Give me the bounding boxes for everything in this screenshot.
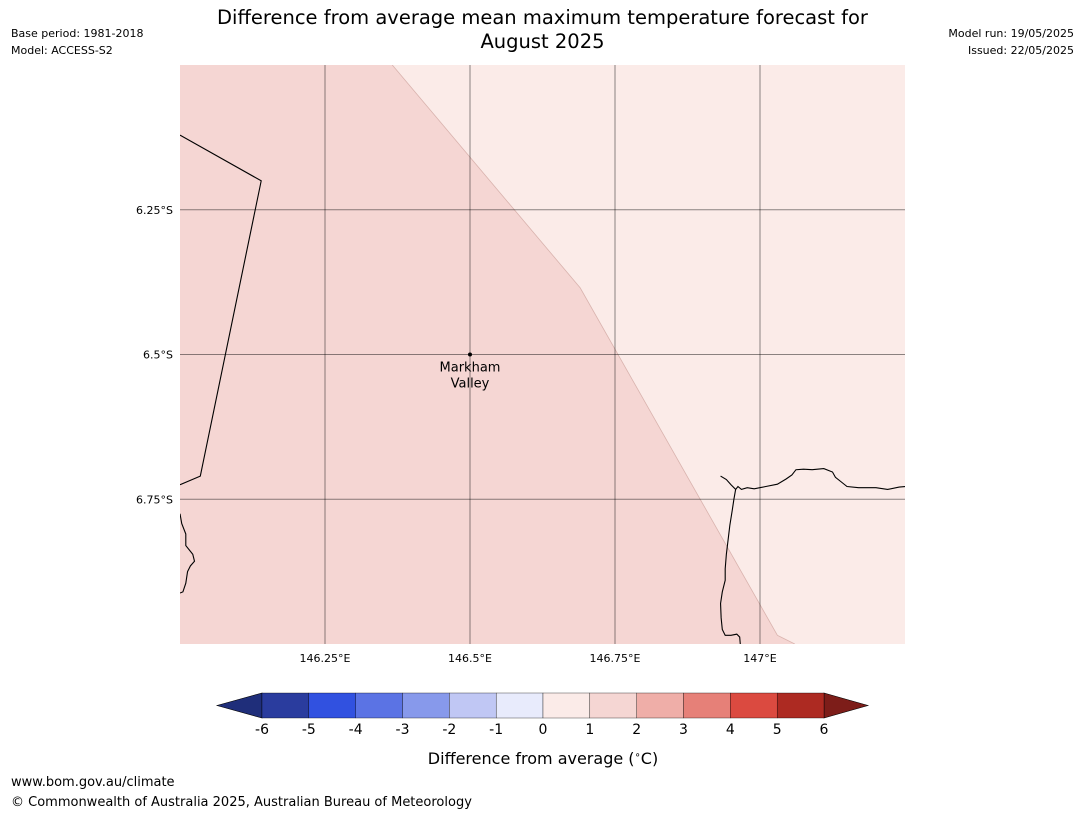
coastlines [180,134,905,644]
colorbar-swatch [261,692,310,719]
colorbar-label-degree: ∘ [635,750,641,761]
colorbar-tick-label: -6 [255,722,269,738]
header-meta-left: Base period: 1981-2018 Model: ACCESS-S2 [11,25,143,59]
colorbar-tick-label: 1 [585,722,594,738]
location-label-line-2: Valley [451,377,490,392]
colorbar-swatch [589,692,637,719]
anomaly-zone-0-to-1 [392,65,905,644]
colorbar-label-text: Difference from average ( [428,749,635,768]
footer-url[interactable]: www.bom.gov.au/climate [11,775,175,790]
axis-tick-labels: 146.25°E 146.5°E 146.75°E 147°E 6.25°S 6.5°S 6… [136,204,777,665]
colorbar-extend-high [823,692,870,719]
colorbar-label-unit: C) [641,749,658,768]
location-label-line-1: Markham [440,361,501,376]
title-line-1: Difference from average mean maximum tem… [217,6,868,29]
colorbar-swatch [730,692,778,719]
coastline [180,513,196,594]
colorbar-swatch [449,692,497,719]
latitude-tick-label: 6.75°S [136,493,173,506]
colorbar-tick-label: -1 [489,722,503,738]
footer-copyright: © Commonwealth of Australia 2025, Austra… [11,795,472,810]
longitude-tick-label: 146.5°E [448,652,492,665]
colorbar-tick-label: -5 [302,722,316,738]
colorbar-tick-label: 2 [632,722,641,738]
coastline [720,489,741,644]
graticule [180,65,905,644]
colorbar-tick-label: -4 [349,722,363,738]
colorbar-tick-label: 6 [820,722,829,738]
colorbar-swatch [542,692,591,719]
header-meta-right: Model run: 19/05/2025 Issued: 22/05/2025 [948,25,1074,59]
longitude-tick-label: 146.75°E [590,652,641,665]
colorbar-label: Difference from average (∘C) [428,749,658,768]
longitude-tick-label: 146.25°E [300,652,351,665]
colorbar-tick-label: 5 [773,722,782,738]
colorbar-swatch [683,692,731,719]
colorbar-tick-label: 3 [679,722,688,738]
colorbar-swatch [402,692,450,719]
title-line-2: August 2025 [480,30,605,53]
map-panel [180,65,905,644]
colorbar-tick-label: -2 [442,722,456,738]
colorbar-swatch [776,692,825,719]
model-name: Model: ACCESS-S2 [11,44,113,57]
latitude-tick-label: 6.5°S [143,349,173,362]
colorbar-tick-label: 0 [539,722,548,738]
model-run: Model run: 19/05/2025 [948,27,1074,40]
colorbar-legend: -6 -5 -4 -3 -2 -1 0 1 2 3 4 5 6 [215,692,870,738]
colorbar-tick-label: -3 [396,722,410,738]
colorbar-swatch [355,692,403,719]
latitude-tick-label: 6.25°S [136,204,173,217]
colorbar-tick-label: 4 [726,722,735,738]
location-marker [468,352,472,357]
longitude-tick-label: 147°E [743,652,776,665]
zone-boundary [391,65,795,644]
colorbar-swatch [308,692,356,719]
base-period: Base period: 1981-2018 [11,27,144,40]
page-title: Difference from average mean maximum tem… [180,6,905,54]
colorbar-extend-low [215,692,263,719]
colorbar-swatch [495,692,544,719]
coastline [720,468,905,491]
coastline [180,134,262,486]
issued-date: Issued: 22/05/2025 [967,44,1074,57]
colorbar-swatch [636,692,684,719]
